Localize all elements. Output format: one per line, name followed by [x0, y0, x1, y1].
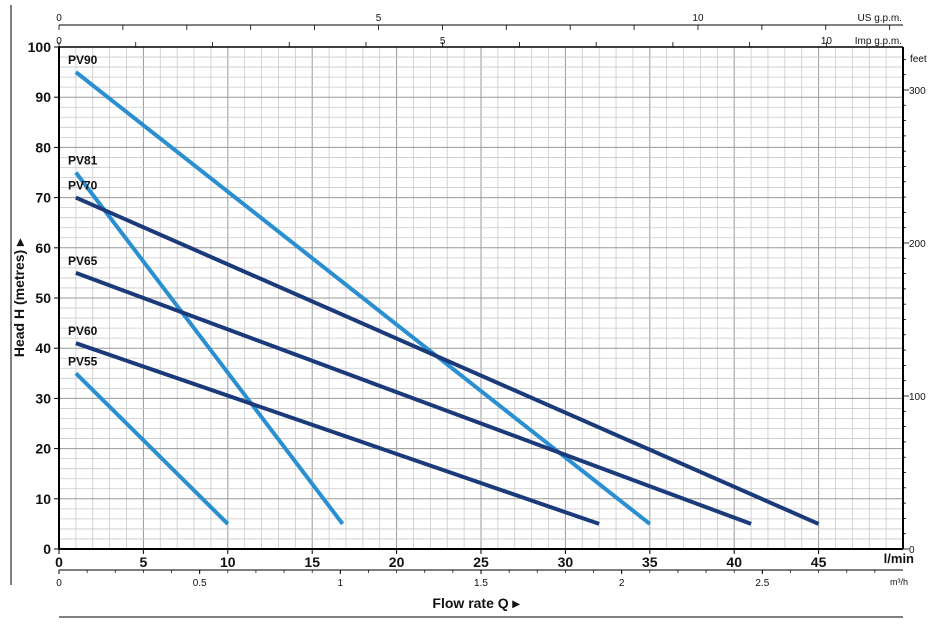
feet-axis-ticks: 0 100 200 300 — [903, 58, 926, 556]
x-axis-label: Flow rate Q ▸ — [432, 595, 520, 611]
series-label-pv70: PV70 — [68, 179, 98, 193]
y-tick-label: 90 — [35, 89, 51, 105]
x-tick-label: 30 — [558, 554, 574, 570]
x-tick-label: 20 — [389, 554, 405, 570]
series-line-pv60 — [75, 341, 600, 526]
x-tick-label: 25 — [473, 554, 489, 570]
series-line-pv70 — [75, 195, 820, 526]
m3h-tick-label: 1.5 — [474, 578, 488, 589]
x-tick-label: 0 — [55, 554, 63, 570]
m3h-tick-label: 2.5 — [755, 578, 769, 589]
y-tick-label: 80 — [35, 139, 51, 155]
series-label-pv55: PV55 — [68, 354, 98, 368]
imp-gpm-tick-label: 0 — [56, 36, 62, 47]
imp-gpm-tick-label: 5 — [440, 36, 446, 47]
m3h-tick-label: 1 — [338, 578, 344, 589]
series-label-pv90: PV90 — [68, 53, 98, 67]
feet-tick-label: 300 — [909, 86, 926, 97]
feet-tick-label: 200 — [909, 239, 926, 250]
series-line-pv81 — [74, 171, 345, 526]
feet-tick-label: 0 — [909, 545, 915, 556]
x-tick-label: 10 — [220, 554, 236, 570]
imp-gpm-tick-label: 10 — [821, 36, 833, 47]
y-tick-label: 0 — [43, 541, 51, 557]
us-gpm-unit-label: US g.p.m. — [858, 13, 902, 24]
y-axis-ticks: 0 10 20 30 40 50 60 70 80 90 100 — [28, 39, 59, 557]
y-tick-label: 70 — [35, 190, 51, 206]
series-label-pv60: PV60 — [68, 324, 98, 338]
series-labels: PV90 PV81 PV70 PV65 PV60 PV55 — [68, 53, 98, 368]
us-gpm-tick-label: 5 — [376, 13, 382, 24]
y-tick-label: 100 — [28, 39, 52, 55]
x-axis-ticks: 0 5 10 15 20 25 30 35 40 45 — [55, 549, 827, 570]
us-gpm-tick-label: 0 — [56, 13, 62, 24]
series-label-pv65: PV65 — [68, 254, 98, 268]
y-tick-label: 50 — [35, 290, 51, 306]
y-axis-label: Head H (metres) ▸ — [11, 238, 27, 357]
imp-gpm-unit-label: Imp g.p.m. — [855, 36, 902, 47]
y-tick-label: 60 — [35, 240, 51, 256]
series-line-pv55 — [74, 371, 230, 526]
y-tick-label: 20 — [35, 441, 51, 457]
y-tick-label: 10 — [35, 491, 51, 507]
m3h-tick-label: 0.5 — [193, 578, 207, 589]
y-tick-label: 40 — [35, 340, 51, 356]
imp-gpm-axis-ticks: 0 5 10 — [56, 36, 832, 47]
m3h-tick-label: 2 — [619, 578, 625, 589]
us-gpm-axis-ticks: 0 5 10 — [56, 13, 891, 30]
x-tick-label: 15 — [304, 554, 320, 570]
feet-tick-label: 100 — [909, 392, 926, 403]
m3h-unit-label: m³/h — [890, 577, 908, 587]
m3h-axis-ticks: 0 0.5 1 1.5 2 2.5 — [56, 570, 876, 589]
us-gpm-tick-label: 10 — [692, 13, 704, 24]
series-label-pv81: PV81 — [68, 154, 98, 168]
y-tick-label: 30 — [35, 390, 51, 406]
feet-unit-label: feet — [910, 54, 927, 65]
x-tick-label: 5 — [140, 554, 148, 570]
chart-grid — [59, 47, 903, 549]
x-tick-label: 45 — [811, 554, 827, 570]
series-lines — [74, 70, 820, 526]
x-tick-label: 40 — [726, 554, 742, 570]
series-line-pv65 — [75, 271, 752, 526]
x-tick-label: 35 — [642, 554, 658, 570]
x-unit-label: l/min — [884, 551, 914, 566]
m3h-tick-label: 0 — [56, 578, 62, 589]
